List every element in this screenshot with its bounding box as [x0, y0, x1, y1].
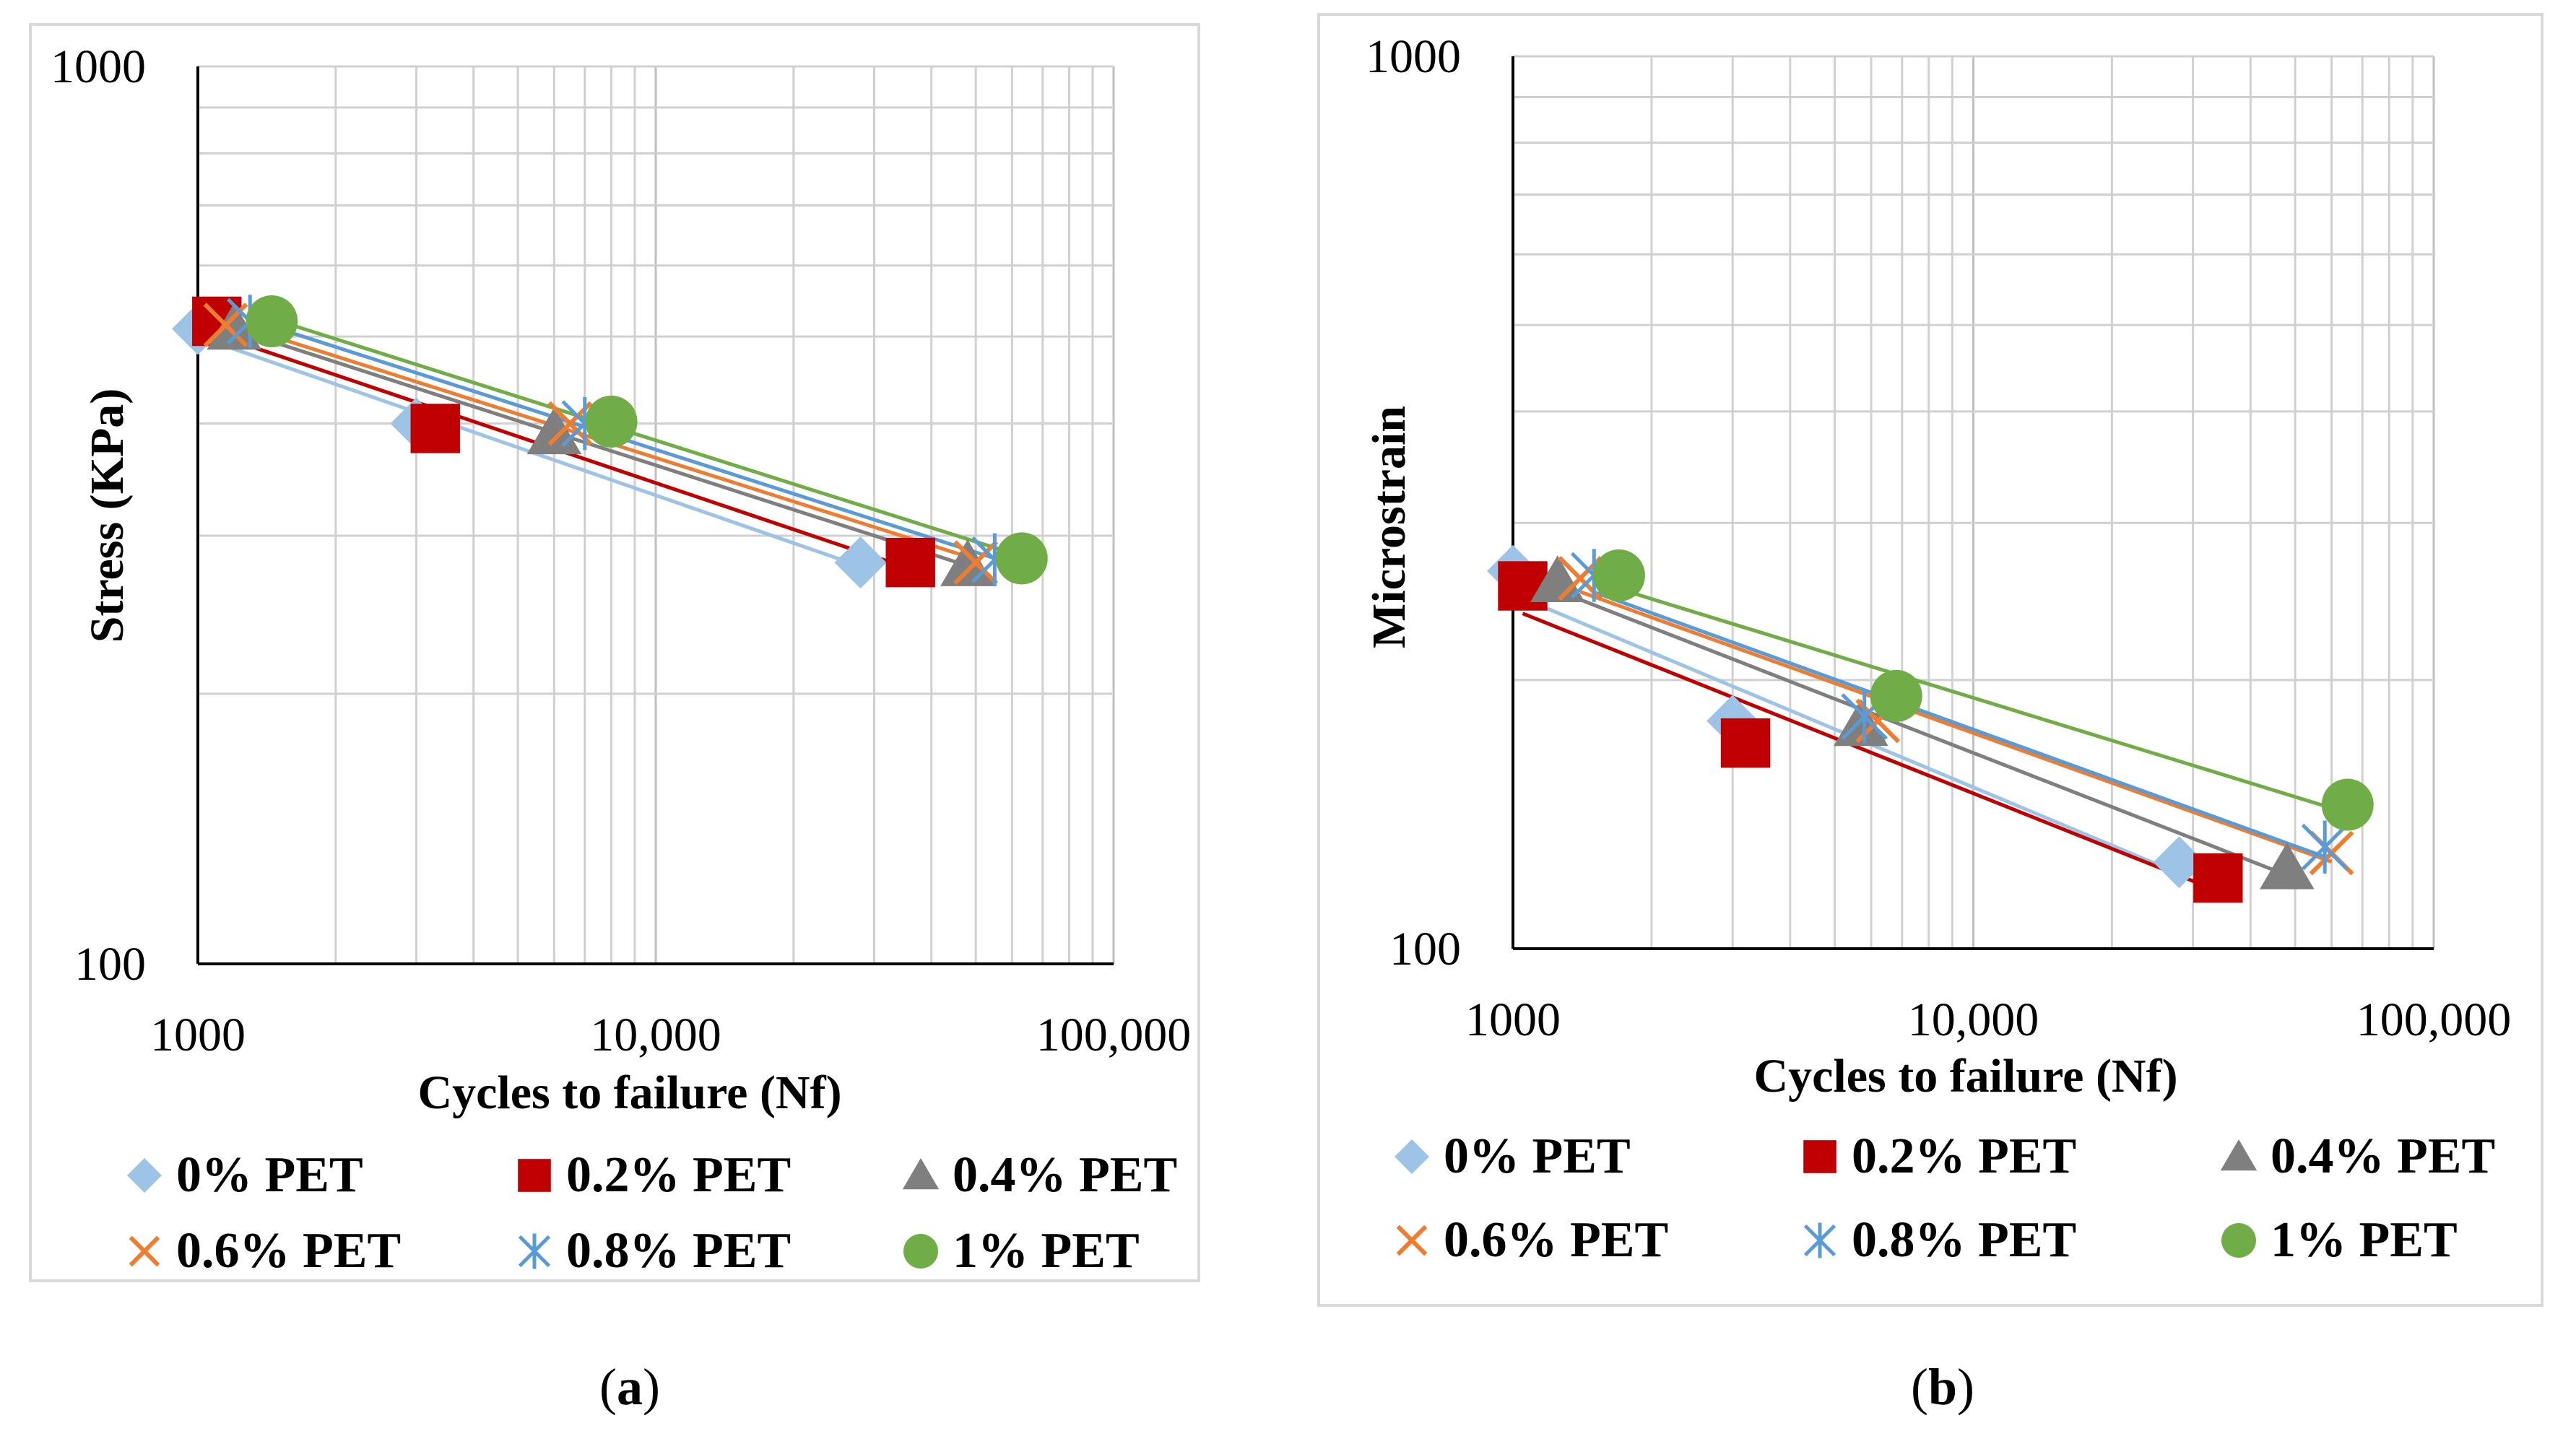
legend-marker: [1803, 1222, 1836, 1258]
y-tick-label: 1000: [1366, 30, 1461, 83]
x-axis-title: Cycles to failure (Nf): [417, 1066, 841, 1119]
x-tick-label: 10,000: [1908, 993, 2039, 1046]
legend-label: 0.2% PET: [1852, 1128, 2076, 1184]
legend-marker: [129, 1235, 160, 1267]
legend-item-0-4-pct-pet: 0.4% PET: [902, 1147, 1177, 1203]
y-tick-label: 100: [1389, 923, 1461, 975]
chart-frame: [29, 23, 1200, 1282]
legend: 0% PET 0.2% PET 0.4% PET 0.6% PET 0.8% PET 1%…: [127, 1147, 1177, 1279]
legend-label: 0% PET: [1444, 1128, 1631, 1184]
legend-item-0-2-pct-pet: 0.2% PET: [518, 1147, 791, 1203]
x-tick-label: 1000: [150, 1009, 246, 1061]
data-point-0-pct-pet: [2153, 836, 2206, 889]
grid: [1512, 55, 2435, 950]
legend-label: 1% PET: [2271, 1212, 2458, 1268]
data-point-0-8-pct-pet: [2301, 820, 2349, 874]
data-points: [172, 295, 1048, 589]
legend-item-0-pct-pet: 0% PET: [127, 1147, 363, 1203]
trendline-1-pct-pet: [271, 317, 1023, 558]
chart-frame: [1317, 13, 2544, 1307]
legend-item-0-4-pct-pet: 0.4% PET: [2220, 1128, 2495, 1184]
data-point-1-pct-pet: [1870, 669, 1922, 722]
legend-marker: [127, 1158, 162, 1193]
data-point-0-4-pct-pet: [1530, 555, 1585, 603]
legend-marker: [518, 1159, 551, 1192]
x-tick-label: 100,000: [1036, 1009, 1192, 1061]
legend-label: 0.6% PET: [1444, 1212, 1668, 1268]
legend-item-0-6-pct-pet: 0.6% PET: [1396, 1212, 1668, 1268]
legend-marker: [2220, 1139, 2258, 1171]
legend-marker: [518, 1233, 551, 1269]
data-point-0-4-pct-pet: [207, 303, 262, 350]
trendline-1-pct-pet: [1618, 587, 2349, 815]
data-point-0-4-pct-pet: [2259, 842, 2315, 890]
legend-label: 0.6% PET: [176, 1223, 401, 1279]
x-tick-label: 100,000: [2356, 993, 2512, 1046]
data-point-1-pct-pet: [1592, 549, 1645, 601]
legend-label: 0.8% PET: [566, 1223, 791, 1279]
x-tick-label: 10,000: [590, 1009, 721, 1061]
data-point-0-2-pct-pet: [1498, 561, 1548, 611]
trendline-0-4-pct-pet: [1556, 588, 2288, 877]
data-point-1-pct-pet: [585, 395, 638, 448]
data-point-1-pct-pet: [246, 295, 298, 348]
data-point-0-2-pct-pet: [2193, 853, 2243, 903]
y-tick-label: 100: [74, 938, 146, 991]
caption-b: (b): [1911, 1358, 1974, 1416]
caption-a: (a): [599, 1358, 660, 1416]
legend-marker: [1395, 1139, 1429, 1174]
legend-label: 0.4% PET: [2271, 1128, 2495, 1184]
legend-item-0-6-pct-pet: 0.6% PET: [129, 1223, 401, 1279]
y-tick-label: 1000: [51, 40, 146, 93]
legend-marker: [1396, 1225, 1428, 1256]
data-point-0-2-pct-pet: [410, 404, 460, 453]
trendline-0-2-pct-pet: [1522, 612, 2219, 893]
legend-label: 0.2% PET: [566, 1147, 791, 1203]
x-axis-title: Cycles to failure (Nf): [1753, 1050, 2177, 1102]
legend-label: 1% PET: [953, 1223, 1140, 1279]
legend-item-0-2-pct-pet: 0.2% PET: [1803, 1128, 2076, 1184]
legend-label: 0% PET: [176, 1147, 363, 1203]
legend-label: 0.4% PET: [953, 1147, 1177, 1203]
legend-marker: [1803, 1140, 1836, 1173]
y-axis-title: Stress (KPa): [81, 388, 134, 643]
x-tick-label: 1000: [1465, 993, 1561, 1046]
legend-item-0-8-pct-pet: 0.8% PET: [518, 1223, 791, 1279]
legend-item-0-pct-pet: 0% PET: [1395, 1128, 1631, 1184]
legend-marker: [903, 1234, 938, 1269]
legend-item-0-8-pct-pet: 0.8% PET: [1803, 1212, 2076, 1268]
data-point-0-pct-pet: [834, 536, 887, 589]
data-point-1-pct-pet: [995, 532, 1048, 585]
legend-marker: [902, 1158, 940, 1190]
data-points: [1487, 544, 2374, 903]
data-point-0-2-pct-pet: [1720, 718, 1771, 768]
data-point-1-pct-pet: [2321, 778, 2374, 831]
trendline-0-6-pct-pet: [1579, 590, 2333, 864]
grid: [196, 65, 1115, 965]
data-point-0-2-pct-pet: [885, 537, 935, 588]
trendline-0-4-pct-pet: [233, 327, 968, 567]
legend-item-1-pct-pet: 1% PET: [903, 1223, 1140, 1279]
legend-label: 0.8% PET: [1852, 1212, 2076, 1268]
legend-item-1-pct-pet: 1% PET: [2221, 1212, 2458, 1268]
legend: 0% PET 0.2% PET 0.4% PET 0.6% PET 0.8% PET 1%…: [1395, 1128, 2495, 1268]
data-point-0-6-pct-pet: [953, 540, 999, 586]
y-axis-title: Microstrain: [1363, 406, 1415, 648]
legend-marker: [2221, 1223, 2256, 1258]
trendline-0-8-pct-pet: [1593, 590, 2326, 859]
